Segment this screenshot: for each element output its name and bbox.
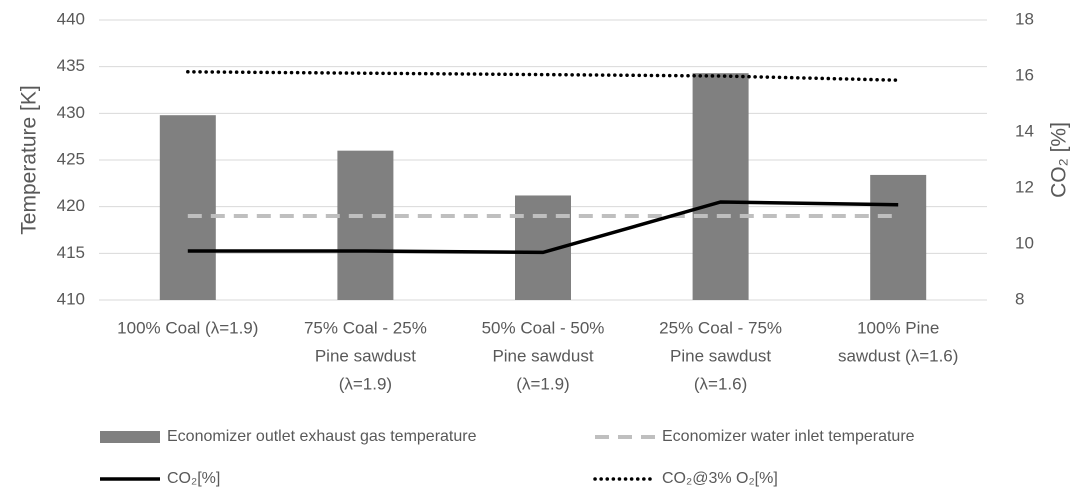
bar (870, 174, 927, 300)
x-tick-label: 75% Coal - 25% (304, 318, 427, 337)
x-tick-label: Pine sawdust (315, 346, 416, 365)
legend-label: CO₂@3% O₂[%] (662, 470, 778, 487)
y2-tick-label: 14 (1015, 121, 1034, 140)
y2-tick-label: 18 (1015, 9, 1034, 28)
x-tick-label: Pine sawdust (492, 346, 593, 365)
y-tick-label: 410 (57, 289, 85, 308)
x-tick-label: 25% Coal - 75% (659, 318, 782, 337)
x-tick-label: 50% Coal - 50% (482, 318, 605, 337)
x-tick-label: (λ=1.6) (694, 374, 747, 393)
y2-tick-label: 8 (1015, 289, 1024, 308)
legend-swatch (100, 431, 160, 443)
legend-label: Economizer water inlet temperature (662, 428, 915, 445)
y2-tick-label: 10 (1015, 233, 1034, 252)
x-tick-label: sawdust (λ=1.6) (838, 346, 958, 365)
y-tick-label: 440 (57, 9, 85, 28)
y-tick-label: 420 (57, 196, 85, 215)
x-tick-label: Pine sawdust (670, 346, 771, 365)
bar (692, 73, 749, 300)
y-axis-title: Temperature [K] (18, 85, 41, 234)
x-tick-label: 100% Pine (857, 318, 939, 337)
series-line (187, 200, 899, 255)
series-line (186, 70, 900, 82)
bar (159, 115, 216, 300)
y-tick-label: 425 (57, 149, 85, 168)
x-tick-label: 100% Coal (λ=1.9) (117, 318, 258, 337)
bar (337, 150, 394, 300)
y-tick-label: 415 (57, 243, 85, 262)
legend-label: Economizer outlet exhaust gas temperatur… (167, 428, 477, 445)
y-tick-label: 430 (57, 103, 85, 122)
y-tick-label: 435 (57, 56, 85, 75)
x-tick-label: (λ=1.9) (339, 374, 392, 393)
y2-tick-label: 16 (1015, 65, 1034, 84)
x-tick-label: (λ=1.9) (516, 374, 569, 393)
legend-label: CO₂[%] (167, 470, 220, 487)
y2-tick-label: 12 (1015, 177, 1034, 196)
y2-axis-title: CO₂ [%] (1048, 122, 1071, 198)
